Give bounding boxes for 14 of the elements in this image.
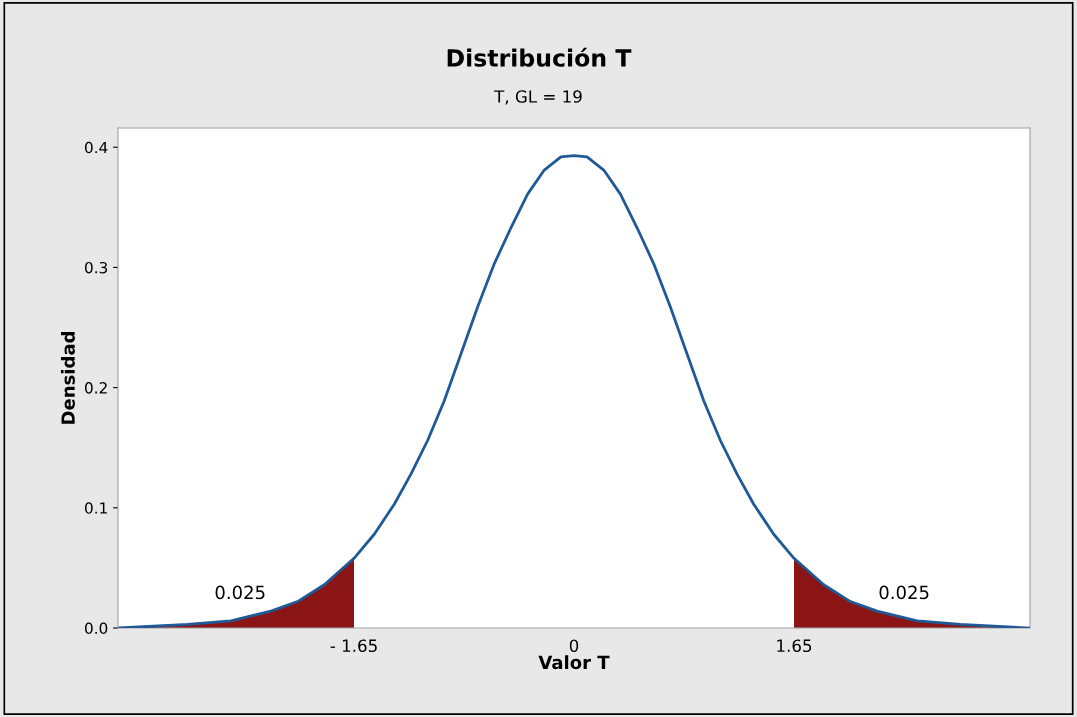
annotation: 0.025 bbox=[215, 585, 265, 600]
annotation: 0.025 bbox=[879, 585, 929, 600]
y-axis-title: Densidad bbox=[60, 331, 75, 424]
chart-subtitle: T, GL = 19 bbox=[494, 90, 582, 105]
x-tick-label: 0 bbox=[569, 639, 579, 653]
x-axis-title: Valor T bbox=[538, 655, 610, 670]
x-tick-label: 1.65 bbox=[777, 639, 812, 653]
y-tick-label: 0.2 bbox=[84, 382, 107, 394]
x-tick-label: - 1.65 bbox=[330, 639, 377, 653]
y-tick-label: 0.0 bbox=[84, 622, 108, 635]
chart-title: Distribución T bbox=[447, 47, 632, 67]
y-tick-label: 0.3 bbox=[84, 261, 108, 274]
y-tick-label: 0.4 bbox=[84, 141, 108, 154]
y-tick-label: 0.1 bbox=[84, 502, 107, 514]
